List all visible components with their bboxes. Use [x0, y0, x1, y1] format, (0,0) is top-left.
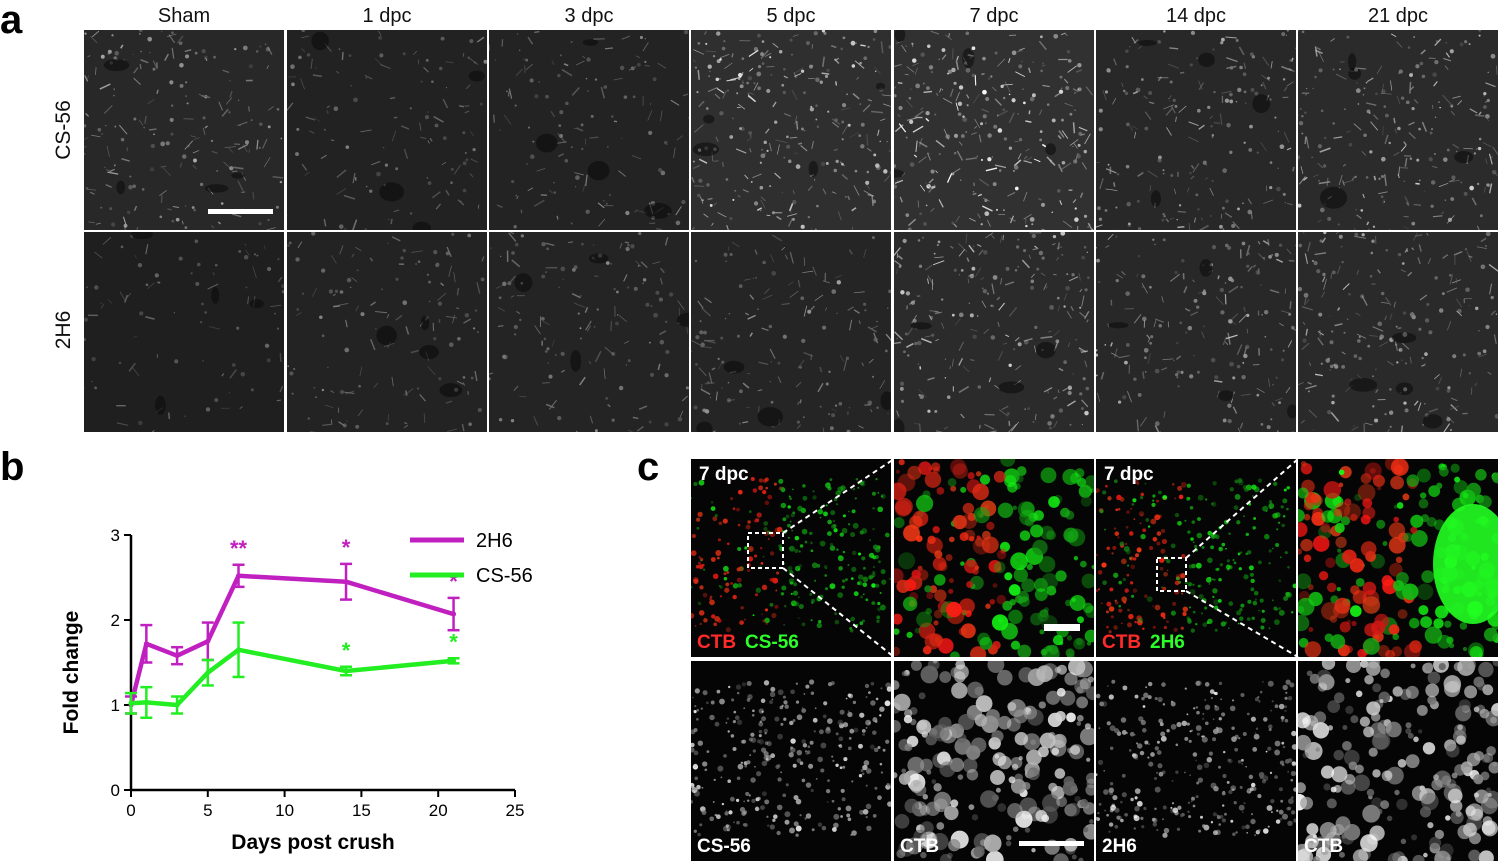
y-tick-label: 1: [111, 696, 120, 715]
micrograph-2h6-col-5: [1096, 232, 1296, 432]
panel-a-letter: a: [0, 0, 23, 42]
series-cs-56: * *: [125, 621, 460, 719]
micrograph-2h6-col-1: [287, 232, 487, 432]
significance-marker: **: [230, 536, 248, 561]
y-axis-label: Fold change: [60, 611, 83, 735]
panel-c-tile-0-1: [894, 459, 1094, 657]
data-point: [343, 579, 349, 585]
data-point: [236, 647, 242, 653]
panel-c-letter: c: [637, 445, 660, 489]
panel-c-tile-1-2: 2H6: [1096, 661, 1296, 861]
panel-b-letter: b: [0, 445, 25, 489]
tile-label-marker: CS-56: [745, 632, 799, 653]
legend-label: 2H6: [476, 530, 513, 552]
data-point: [174, 653, 180, 659]
data-point: [451, 658, 457, 664]
tile-label-timepoint: 7 dpc: [699, 464, 749, 485]
data-point: [343, 668, 349, 674]
tile-label-channel: CTB: [900, 836, 940, 857]
panel-c-tile-0-2: 7 dpc CTB 2H6: [1096, 459, 1296, 657]
panel-c-tile-1-1: CTB: [894, 661, 1094, 861]
x-tick-label: 5: [203, 801, 212, 820]
micrograph-cs56-col-0: [84, 30, 284, 230]
micrograph-2h6-col-3: [691, 232, 891, 432]
data-point: [143, 641, 149, 647]
panel-c-tile-0-3: [1298, 459, 1498, 657]
data-point: [128, 700, 134, 706]
x-axis-label: Days post crush: [231, 831, 394, 854]
y-tick-label: 0: [111, 781, 120, 800]
panel-b-line-chart: 0 1 2 3 0 5 10 15 20 25 Days post crush Fold change…: [60, 526, 533, 854]
significance-marker: *: [342, 638, 351, 663]
tile-label-channel: 2H6: [1102, 836, 1137, 857]
column-header-sham: Sham: [157, 5, 211, 27]
row-label-cs56: CS-56: [52, 100, 75, 160]
x-tick-label: 0: [126, 801, 135, 820]
micrograph-cs56-col-5: [1096, 30, 1296, 230]
tile-label-marker: 2H6: [1150, 632, 1185, 653]
tile-label-channel: CS-56: [697, 836, 751, 857]
panel-c-tile-1-0: CS-56: [691, 661, 891, 861]
data-point: [205, 670, 211, 676]
significance-marker: *: [449, 569, 458, 594]
x-tick-label: 10: [275, 801, 294, 820]
x-tick-label: 20: [429, 801, 448, 820]
significance-marker: *: [449, 629, 458, 654]
column-header-7dpc: 7 dpc: [969, 5, 1019, 27]
micrograph-cs56-col-4: [894, 30, 1094, 230]
data-point: [236, 573, 242, 579]
series-2h6: ** **: [125, 535, 460, 715]
micrograph-cs56-col-3: [691, 30, 891, 230]
y-tick-label: 2: [111, 611, 120, 630]
row-label-2h6: 2H6: [52, 310, 75, 350]
tile-label-ctb: CTB: [1102, 632, 1142, 653]
panel-c-tile-0-0: 7 dpc CTB CS-56: [691, 459, 891, 657]
data-point: [174, 702, 180, 708]
column-header-3dpc: 3 dpc: [564, 5, 614, 27]
data-point: [143, 699, 149, 705]
legend-label: CS-56: [476, 565, 533, 587]
micrograph-2h6-col-4: [894, 232, 1094, 432]
micrograph-2h6-col-6: [1298, 232, 1498, 432]
tile-label-channel: CTB: [1304, 836, 1344, 857]
column-header-5dpc: 5 dpc: [766, 5, 816, 27]
micrograph-cs56-col-6: [1298, 30, 1498, 230]
micrograph-2h6-col-0: [84, 232, 284, 432]
data-point: [205, 638, 211, 644]
significance-marker: *: [342, 535, 351, 560]
column-header-1dpc: 1 dpc: [362, 5, 412, 27]
column-header-14dpc: 14 dpc: [1165, 5, 1227, 27]
tile-label-ctb: CTB: [697, 632, 737, 653]
micrograph-2h6-col-2: [489, 232, 689, 432]
series-line: [128, 573, 455, 706]
x-tick-label: 25: [506, 801, 525, 820]
micrograph-cs56-col-2: [489, 30, 689, 230]
tile-label-timepoint: 7 dpc: [1104, 464, 1154, 485]
micrograph-cs56-col-1: [287, 30, 487, 230]
x-tick-label: 15: [352, 801, 371, 820]
column-header-21dpc: 21 dpc: [1367, 5, 1429, 27]
data-point: [451, 611, 457, 617]
panel-a-scale-bar: [208, 209, 273, 214]
panel-c-tile-1-3: CTB: [1298, 661, 1498, 861]
y-tick-label: 3: [111, 526, 120, 545]
